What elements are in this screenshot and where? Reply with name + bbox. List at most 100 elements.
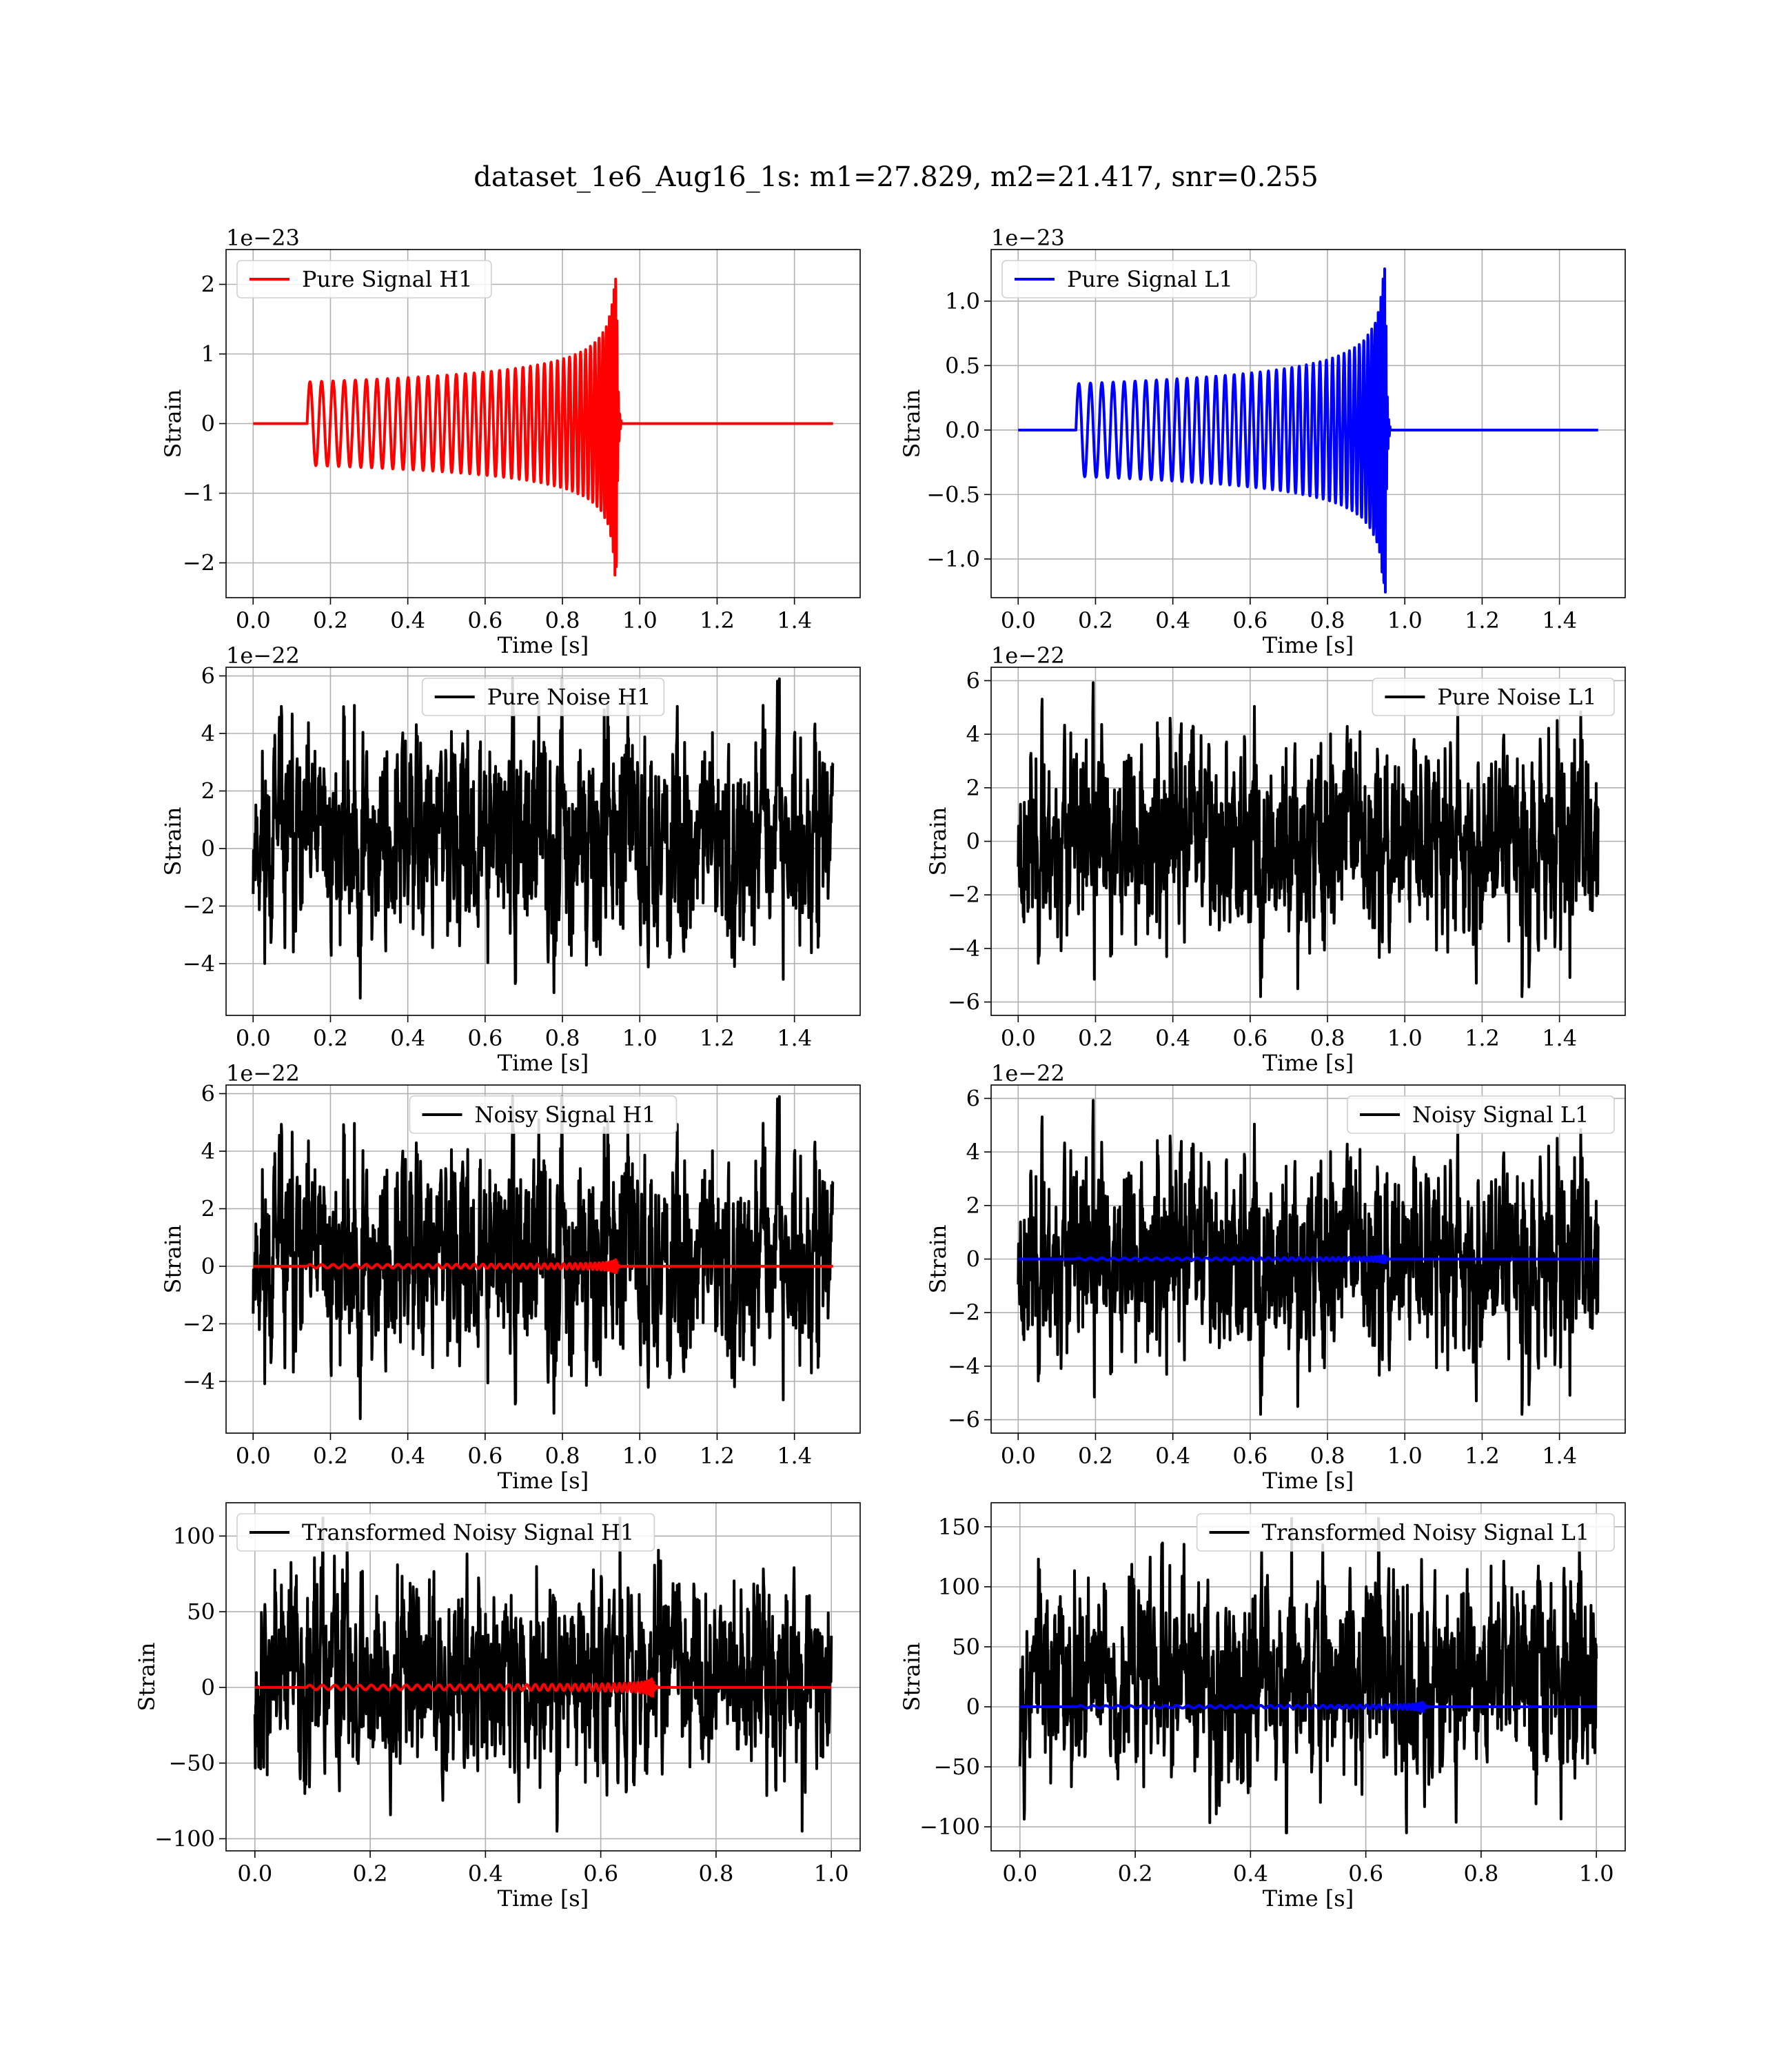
subplot-p11: 0.0 0.2 0.4 0.6 0.8 1.0 1.2 1.4 −2 −1 0 1 2 Time [s] S… [160, 225, 861, 658]
legend-box [236, 1513, 655, 1552]
legend-label: Transformed Noisy Signal H1 [302, 1519, 634, 1545]
y-tick-label: −2 [948, 1299, 980, 1326]
x-tick-label: 1.4 [1542, 1443, 1577, 1469]
legend-label: Pure Signal H1 [302, 266, 473, 292]
series-line-transformed-noisy-signal-h1 [253, 1517, 833, 1833]
x-tick-label: 0.4 [1233, 1861, 1268, 1887]
y-axis-label: Strain [925, 807, 951, 876]
y-axis-label: Strain [925, 1225, 951, 1294]
y-tick-label: −4 [183, 951, 215, 977]
x-tick-label: 0.6 [467, 1443, 502, 1469]
legend-label: Noisy Signal L1 [1412, 1102, 1589, 1128]
axes-frame [990, 1502, 1626, 1852]
series-line-transformed-noisy-signal-l1 [1018, 1517, 1598, 1834]
legend-label: Pure Noise L1 [1437, 684, 1596, 710]
y-axis-label: Strain [160, 389, 186, 458]
y-tick-label: 100 [173, 1523, 215, 1549]
y-tick-label: −4 [948, 1353, 980, 1379]
x-tick-label: 0.8 [1310, 607, 1345, 633]
legend-label: Noisy Signal H1 [475, 1102, 656, 1128]
x-tick-label: 1.0 [814, 1861, 849, 1887]
x-tick-label: 0.6 [583, 1861, 618, 1887]
series-line-noisy-signal-l1 [1017, 1099, 1600, 1416]
x-axis-label: Time [s] [498, 1468, 589, 1494]
axes-frame [225, 667, 861, 1016]
axis-offset-label: 1e−22 [226, 642, 300, 669]
y-tick-label: 2 [966, 775, 980, 801]
series-line-overlay-1 [254, 1677, 833, 1698]
y-tick-label: −100 [154, 1825, 215, 1852]
legend-box [1001, 260, 1257, 298]
x-axis-label: Time [s] [1263, 632, 1354, 658]
axis-offset-label: 1e−23 [991, 225, 1065, 251]
y-tick-label: 150 [938, 1514, 980, 1540]
series-line-pure-signal-h1 [252, 277, 835, 577]
series-line-noisy-signal-h1 [252, 1095, 835, 1421]
x-axis-label: Time [s] [498, 1885, 589, 1912]
y-tick-label: 4 [966, 721, 980, 747]
x-tick-label: 1.0 [622, 1443, 658, 1469]
legend: Noisy Signal L1 [1347, 1095, 1615, 1134]
x-tick-label: 0.6 [1232, 607, 1267, 633]
x-tick-label: 1.2 [700, 607, 735, 633]
y-tick-label: 1.0 [945, 288, 980, 314]
y-tick-label: 4 [201, 1138, 215, 1164]
y-axis-label: Strain [899, 389, 925, 458]
legend: Noisy Signal H1 [409, 1095, 678, 1134]
x-tick-label: 0.2 [313, 1443, 348, 1469]
x-tick-label: 0.0 [236, 1025, 271, 1051]
x-tick-label: 1.2 [700, 1443, 735, 1469]
legend: Pure Signal H1 [236, 260, 492, 298]
subplot-p41: 0.0 0.2 0.4 0.6 0.8 1.0 −100 −50 0 50 100 Time [s] S… [134, 1502, 861, 1912]
y-tick-label: −4 [183, 1368, 215, 1395]
legend: Transformed Noisy Signal L1 [1196, 1513, 1615, 1552]
x-tick-label: 1.4 [1542, 1025, 1577, 1051]
x-tick-label: 0.2 [353, 1861, 388, 1887]
y-tick-label: −4 [948, 935, 980, 962]
y-tick-label: 2 [201, 778, 215, 804]
y-axis-label: Strain [134, 1643, 160, 1712]
y-tick-label: 2 [201, 272, 215, 298]
x-tick-label: 0.8 [545, 607, 580, 633]
y-tick-label: −2 [183, 550, 215, 576]
x-tick-label: 0.0 [236, 1443, 271, 1469]
axis-offset-label: 1e−22 [991, 642, 1065, 669]
y-axis-label: Strain [160, 807, 186, 876]
x-axis-label: Time [s] [498, 1050, 589, 1076]
y-tick-label: −0.5 [926, 481, 980, 507]
x-tick-label: 0.8 [1310, 1443, 1345, 1469]
x-tick-label: 0.6 [1232, 1025, 1267, 1051]
y-axis-label: Strain [160, 1225, 186, 1294]
x-tick-label: 1.2 [700, 1025, 735, 1051]
x-tick-label: 1.0 [1387, 607, 1423, 633]
x-tick-label: 0.2 [1078, 1443, 1113, 1469]
series-line-overlay-1 [1019, 1701, 1598, 1713]
y-tick-label: −1 [183, 480, 215, 507]
x-axis-label: Time [s] [498, 632, 589, 658]
x-tick-label: 0.8 [545, 1443, 580, 1469]
x-tick-label: 0.4 [1155, 1025, 1190, 1051]
x-tick-label: 1.0 [622, 1025, 658, 1051]
legend-box [409, 1095, 678, 1134]
y-tick-label: 0 [966, 1246, 980, 1273]
y-tick-label: 0 [201, 411, 215, 437]
x-tick-label: 1.4 [1542, 607, 1577, 633]
legend: Pure Signal L1 [1001, 260, 1257, 298]
legend: Pure Noise L1 [1372, 678, 1615, 716]
y-tick-label: 6 [201, 663, 215, 689]
y-tick-label: 100 [938, 1574, 980, 1600]
y-tick-label: 0 [966, 1694, 980, 1720]
series-line-pure-signal-l1 [1017, 267, 1600, 594]
subplot-p12: 0.0 0.2 0.4 0.6 0.8 1.0 1.2 1.4 −1.0 −0.5 0.0 0.5 1.… [899, 225, 1626, 658]
y-tick-label: 0.0 [945, 417, 980, 443]
y-tick-label: 4 [201, 720, 215, 747]
y-tick-label: 6 [201, 1081, 215, 1107]
x-tick-label: 0.2 [313, 607, 348, 633]
x-axis-label: Time [s] [1263, 1050, 1354, 1076]
x-tick-label: 0.4 [390, 607, 425, 633]
axis-offset-label: 1e−23 [226, 225, 300, 251]
x-tick-label: 1.2 [1465, 607, 1500, 633]
x-tick-label: 1.4 [777, 607, 812, 633]
x-tick-label: 0.4 [1155, 607, 1190, 633]
